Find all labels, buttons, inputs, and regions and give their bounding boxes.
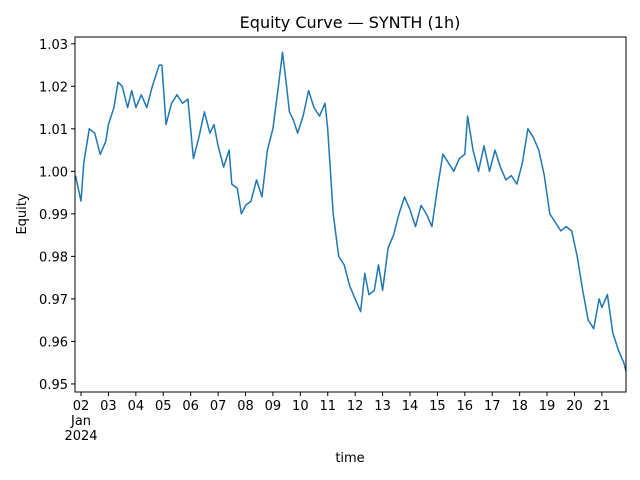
x-tick-label: 08 [237, 399, 254, 414]
x-axis-label: time [335, 451, 364, 466]
y-tick-label: 1.02 [39, 80, 68, 95]
x-tick-label: 04 [128, 399, 145, 414]
x-tick-label: 19 [539, 399, 556, 414]
y-axis-label: Equity [15, 193, 30, 234]
x-tick-label: 11 [319, 399, 336, 414]
y-tick-label: 1.03 [39, 38, 68, 53]
x-tick-label: 10 [292, 399, 309, 414]
x-tick-label: 07 [210, 399, 227, 414]
x-tick-label: 18 [511, 399, 528, 414]
x-tick-label: 05 [155, 399, 172, 414]
x-tick-label: 17 [484, 399, 501, 414]
x-tick-month: Jan [70, 414, 91, 429]
x-tick-year: 2024 [64, 429, 97, 444]
y-tick-label: 1.01 [39, 123, 68, 138]
x-tick-label: 12 [347, 399, 364, 414]
x-tick-label: 13 [374, 399, 391, 414]
chart-title: Equity Curve — SYNTH (1h) [240, 13, 461, 32]
x-tick-label: 20 [566, 399, 583, 414]
plot-frame [74, 36, 627, 393]
x-tick-label: 09 [265, 399, 282, 414]
x-tick-label: 06 [182, 399, 199, 414]
y-tick-label: 0.99 [39, 208, 68, 223]
x-tick-label: 16 [457, 399, 474, 414]
y-tick-label: 0.95 [39, 378, 68, 393]
equity-line [74, 51, 627, 372]
x-tick-label: 03 [100, 399, 117, 414]
y-tick-label: 1.00 [39, 165, 68, 180]
x-tick-label: 15 [429, 399, 446, 414]
y-tick-label: 0.98 [39, 250, 68, 265]
x-tick-label: 21 [594, 399, 611, 414]
y-tick-label: 0.96 [39, 335, 68, 350]
x-tick-label: 02 [73, 399, 90, 414]
y-tick-label: 0.97 [39, 293, 68, 308]
x-tick-label: 14 [402, 399, 419, 414]
